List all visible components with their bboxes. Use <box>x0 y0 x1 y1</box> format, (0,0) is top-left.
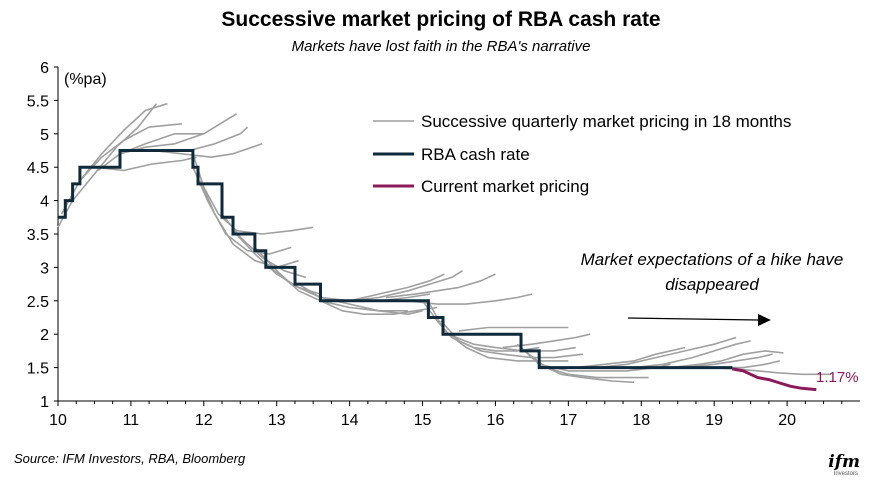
y-tick-label: 4 <box>40 194 49 211</box>
chart-subtitle: Markets have lost faith in the RBA's nar… <box>291 38 591 55</box>
market-pricing-line-30 <box>502 333 591 349</box>
ifm-logo-sub: Investors <box>833 471 858 477</box>
market-pricing-line-24 <box>440 320 583 359</box>
rba-cash-rate-path <box>58 149 733 370</box>
ifm-logo: ifm <box>828 452 860 472</box>
source-note: Source: IFM Investors, RBA, Bloomberg <box>14 451 246 466</box>
annotation-line-1: Market expectations of a hike have <box>581 250 844 269</box>
annotation-arrow-head <box>758 314 771 326</box>
y-tick-label: 1 <box>40 394 49 411</box>
x-tick-label: 19 <box>705 412 723 429</box>
legend-label-2: RBA cash rate <box>421 145 530 164</box>
legend-label-1: Successive quarterly market pricing in 1… <box>421 112 791 131</box>
market-pricing-line-26 <box>458 326 569 332</box>
market-pricing-line-11 <box>199 180 299 269</box>
x-tick-label: 12 <box>195 412 213 429</box>
market-pricing-line-17 <box>320 300 438 315</box>
axes-layer <box>54 66 860 406</box>
market-pricing-line-6 <box>138 126 249 152</box>
y-tick-label: 3 <box>40 260 49 277</box>
x-tick-label: 16 <box>487 412 505 429</box>
chart-text-layer: 1 1.5 2 2.5 3 3.5 4 4.5 5 5.5 6 10 11 12 13 14 15 16 17 18 1… <box>27 60 859 429</box>
market-pricing-line-19 <box>349 270 464 302</box>
x-tick-label: 10 <box>49 412 67 429</box>
annotation-line-2: disappeared <box>665 275 759 294</box>
market-pricing-line-13 <box>232 230 321 295</box>
x-tick-label: 15 <box>414 412 432 429</box>
market-pricing-line-4 <box>97 133 204 172</box>
y-tick-label: 1.5 <box>27 361 49 378</box>
current-market-pricing-path <box>732 367 817 392</box>
y-tick-label: 2.5 <box>27 294 49 311</box>
market-pricing-line-10 <box>192 166 292 255</box>
market-pricing-line-9 <box>192 153 314 235</box>
market-pricing-line-25 <box>447 333 576 352</box>
x-tick-label: 14 <box>341 412 359 429</box>
legend-label-3: Current market pricing <box>421 177 589 196</box>
market-pricing-line-3 <box>79 123 182 182</box>
x-tick-label: 20 <box>778 412 796 429</box>
current-market-pricing-line <box>732 367 817 392</box>
y-tick-label: 3.5 <box>27 227 49 244</box>
x-tick-label: 17 <box>559 412 577 429</box>
market-pricing-line-2 <box>60 102 168 215</box>
x-tick-label: 13 <box>268 412 286 429</box>
y-tick-label: 5.5 <box>27 93 49 110</box>
market-pricing-line-16 <box>298 283 423 315</box>
market-pricing-line-7 <box>152 143 263 158</box>
market-pricing-line-5 <box>119 113 238 155</box>
x-tick-label: 11 <box>123 412 140 429</box>
market-pricing-lines <box>57 102 831 384</box>
y-tick-label: 6 <box>40 60 49 77</box>
market-pricing-line-27 <box>516 343 635 384</box>
market-pricing-line-8 <box>94 156 197 172</box>
y-axis-label: (%pa) <box>64 71 107 88</box>
market-pricing-line-21 <box>407 293 533 305</box>
y-tick-label: 5 <box>40 127 49 144</box>
market-pricing-line-20 <box>386 273 496 299</box>
rba-cash-rate-line <box>58 149 733 370</box>
market-pricing-line-1 <box>57 103 158 228</box>
end-value-label: 1.17% <box>816 369 859 386</box>
chart-title: Successive market pricing of RBA cash ra… <box>221 8 661 31</box>
annotation-arrow-shaft <box>627 317 759 321</box>
y-tick-label: 2 <box>40 327 49 344</box>
x-tick-label: 18 <box>632 412 650 429</box>
y-tick-label: 4.5 <box>27 160 49 177</box>
